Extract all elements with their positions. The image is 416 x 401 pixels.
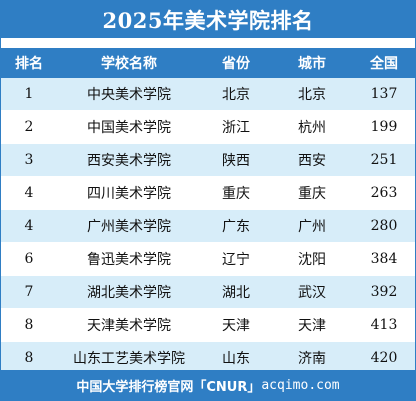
column-header-rank: 排名	[1, 48, 57, 78]
city-cell: 北京	[271, 78, 353, 111]
school-name-cell: 西安美术学院	[57, 143, 201, 177]
city-cell: 重庆	[271, 176, 353, 210]
table-row: 8 天津美术学院 天津 天津 413	[1, 308, 415, 342]
rank-cell: 6	[1, 242, 57, 276]
national-rank-cell: 420	[353, 341, 415, 375]
city-cell: 广州	[271, 209, 353, 243]
province-cell: 广东	[201, 209, 271, 243]
national-rank-cell: 251	[353, 143, 415, 177]
school-name-cell: 湖北美术学院	[57, 275, 201, 309]
school-name-cell: 鲁迅美术学院	[57, 242, 201, 276]
province-cell: 陕西	[201, 143, 271, 177]
table-header-row: 排名 学校名称 省份 城市 全国	[1, 48, 415, 78]
school-name-cell: 广州美术学院	[57, 209, 201, 243]
national-rank-cell: 199	[353, 110, 415, 144]
ranking-table: 排名 学校名称 省份 城市 全国 1 中央美术学院 北京 北京 137 2 中国…	[1, 48, 415, 375]
national-rank-cell: 137	[353, 78, 415, 111]
province-cell: 重庆	[201, 176, 271, 210]
city-cell: 沈阳	[271, 242, 353, 276]
national-rank-cell: 280	[353, 209, 415, 243]
school-name-cell: 天津美术学院	[57, 308, 201, 342]
city-cell: 西安	[271, 143, 353, 177]
province-cell: 北京	[201, 78, 271, 111]
province-cell: 湖北	[201, 275, 271, 309]
rank-cell: 4	[1, 209, 57, 243]
city-cell: 天津	[271, 308, 353, 342]
table-row: 6 鲁迅美术学院 辽宁 沈阳 384	[1, 242, 415, 276]
city-cell: 武汉	[271, 275, 353, 309]
column-header-province: 省份	[201, 48, 271, 78]
school-name-cell: 中央美术学院	[57, 78, 201, 111]
table-row: 7 湖北美术学院 湖北 武汉 392	[1, 275, 415, 309]
national-rank-cell: 263	[353, 176, 415, 210]
school-name-cell: 四川美术学院	[57, 176, 201, 210]
column-header-city: 城市	[271, 48, 353, 78]
province-cell: 浙江	[201, 110, 271, 144]
column-header-school-name: 学校名称	[57, 48, 201, 78]
table-row: 4 广州美术学院 广东 广州 280	[1, 209, 415, 243]
national-rank-cell: 413	[353, 308, 415, 342]
column-header-national: 全国	[353, 48, 415, 78]
city-cell: 济南	[271, 341, 353, 375]
province-cell: 山东	[201, 341, 271, 375]
national-rank-cell: 392	[353, 275, 415, 309]
table-row: 2 中国美术学院 浙江 杭州 199	[1, 110, 415, 144]
rank-cell: 3	[1, 143, 57, 177]
page-title: 2025年美术学院排名	[1, 1, 415, 38]
school-name-cell: 山东工艺美术学院	[57, 341, 201, 375]
footer-url-link[interactable]: acqimo.com	[261, 377, 340, 393]
school-name-cell: 中国美术学院	[57, 110, 201, 144]
rank-cell: 1	[1, 78, 57, 111]
footer-bar: 中国大学排行榜官网「CNUR」 acqimo.com	[1, 370, 415, 400]
city-cell: 杭州	[271, 110, 353, 144]
national-rank-cell: 384	[353, 242, 415, 276]
province-cell: 天津	[201, 308, 271, 342]
rank-cell: 2	[1, 110, 57, 144]
footer-source-text: 中国大学排行榜官网「CNUR」	[76, 379, 261, 395]
table-row: 3 西安美术学院 陕西 西安 251	[1, 143, 415, 177]
rank-cell: 7	[1, 275, 57, 309]
rank-cell: 4	[1, 176, 57, 210]
title-spacer	[1, 38, 415, 48]
table-row: 4 四川美术学院 重庆 重庆 263	[1, 176, 415, 210]
province-cell: 辽宁	[201, 242, 271, 276]
table-row: 8 山东工艺美术学院 山东 济南 420	[1, 341, 415, 375]
rank-cell: 8	[1, 341, 57, 375]
table-row: 1 中央美术学院 北京 北京 137	[1, 78, 415, 111]
rank-cell: 8	[1, 308, 57, 342]
